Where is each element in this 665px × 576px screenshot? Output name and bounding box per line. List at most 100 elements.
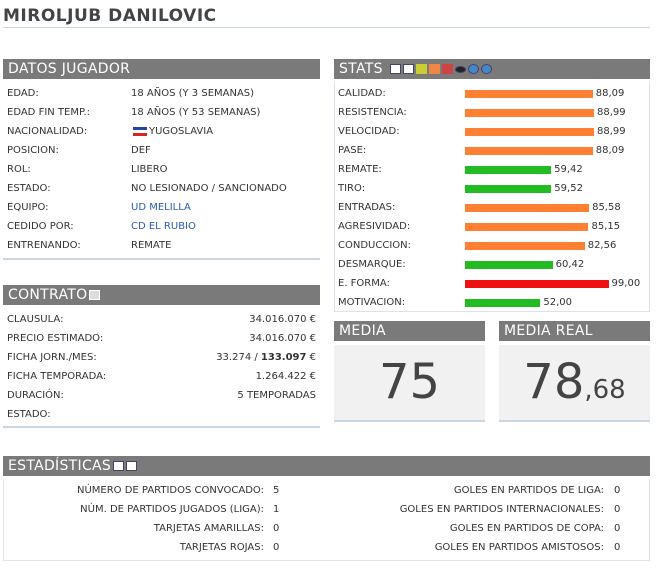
stat-bar [465, 147, 593, 155]
field-label: ESTADO: [7, 183, 51, 194]
panel-body: CALIDAD: 88,09 RESISTENCIA: 88,99 VELOCIDAD:… [334, 82, 650, 312]
field-label: CEDIDO POR: [7, 221, 74, 232]
icon[interactable] [428, 64, 440, 74]
stat-value: 99,00 [611, 278, 641, 289]
stat-value: 88,09 [595, 88, 625, 99]
field-label: NACIONALIDAD: [7, 126, 88, 137]
icon[interactable] [89, 290, 101, 300]
stat-label: TARJETAS AMARILLAS: [153, 523, 264, 534]
stat-bar [465, 166, 552, 174]
media-real-dec: ,68 [584, 375, 626, 405]
stat-value: 59,52 [554, 183, 583, 194]
field-value: NO LESIONADO / SANCIONADO [131, 183, 287, 194]
field-value-wrap: 5 TEMPORADAS [237, 386, 316, 405]
icon[interactable] [441, 64, 453, 74]
panel-header: ESTADÍSTICAS [3, 456, 650, 476]
stat-label: AGRESIVIDAD: [338, 221, 411, 232]
stat-value: 88,99 [597, 107, 626, 118]
field-link[interactable]: CD EL RUBIO [131, 221, 196, 232]
field-value-wrap: 34.016.070 € [249, 310, 316, 329]
page-title: MIROLJUB DANILOVIC [3, 6, 217, 26]
stat-label: NÚM. DE PARTIDOS JUGADOS (LIGA): [80, 504, 264, 515]
panel-header: MEDIA [334, 321, 485, 341]
field-value-wrap: 1.264.422 € [256, 367, 316, 386]
field-value: 34.016.070 € [249, 314, 316, 325]
media-value: 75 [378, 354, 441, 410]
panel-title: ESTADÍSTICAS [8, 458, 112, 474]
stat-value: 60,42 [555, 259, 585, 270]
field-value-wrap: 34.016.070 € [249, 329, 316, 348]
field-value: DEF [131, 145, 151, 156]
field-value: 1.264.422 € [255, 371, 316, 382]
stat-value: 0 [614, 485, 621, 496]
icon[interactable] [454, 65, 466, 73]
stat-value: 1 [273, 504, 280, 515]
icon[interactable] [415, 64, 427, 74]
field-value: LIBERO [131, 164, 168, 175]
icon[interactable] [467, 64, 479, 74]
stat-value: 0 [614, 542, 621, 553]
stat-label: DESMARQUE: [338, 259, 406, 270]
stat-bar [465, 109, 595, 117]
stat-label: MOTIVACION: [338, 297, 406, 308]
stat-bar [465, 128, 595, 136]
field-label: ROL: [7, 164, 31, 175]
media-box: 78,68 [499, 345, 650, 422]
panel-body: CLAUSULA: 34.016.070 € PRECIO ESTIMADO: 34.… [3, 308, 320, 428]
field-value: 33.274 / [216, 352, 261, 363]
stat-label: VELOCIDAD: [338, 126, 400, 137]
field-label: EDAD FIN TEMP.: [7, 107, 90, 118]
stat-value: 82,56 [587, 240, 617, 251]
title-rule [3, 27, 650, 28]
icon[interactable] [402, 64, 414, 74]
icon[interactable] [389, 64, 401, 74]
panel-title: STATS [339, 61, 383, 77]
stat-value: 0 [614, 523, 621, 534]
field-label: ENTRENANDO: [7, 240, 81, 251]
panel-title: CONTRATO [8, 287, 88, 303]
stat-value: 88,99 [597, 126, 626, 137]
panel-body: EDAD: 18 AÑOS (Y 3 SEMANAS) EDAD FIN TEMP.… [3, 82, 320, 260]
stat-value: 0 [273, 523, 280, 534]
stat-label: CONDUCCION: [338, 240, 411, 251]
stat-bar [465, 299, 541, 307]
stat-label: GOLES EN PARTIDOS INTERNACIONALES: [399, 504, 604, 515]
field-value: REMATE [131, 240, 172, 251]
stat-label: NÚMERO DE PARTIDOS CONVOCADO: [76, 485, 264, 496]
field-label: CLAUSULA: [7, 314, 64, 325]
stat-value: 88,09 [595, 145, 625, 156]
icon[interactable] [113, 461, 125, 471]
stat-label: ENTRADAS: [338, 202, 396, 213]
stat-label: REMATE: [338, 164, 382, 175]
panel-title: MEDIA [339, 323, 386, 339]
stat-label: TARJETAS ROJAS: [179, 542, 264, 553]
field-link[interactable]: UD MELILLA [131, 202, 191, 213]
field-label: FICHA JORN./MES: [7, 352, 97, 363]
stat-value: 85,58 [592, 202, 621, 213]
media-real-int: 78 [523, 354, 585, 410]
field-value: 18 AÑOS (Y 3 SEMANAS) [131, 88, 255, 99]
field-value-suffix: € [306, 352, 316, 363]
field-label: FICHA TEMPORADA: [7, 371, 107, 382]
panel-header: CONTRATO [3, 285, 320, 305]
stat-value: 0 [614, 504, 621, 515]
stat-value: 5 [273, 485, 280, 496]
stat-value: 0 [273, 542, 280, 553]
stat-label: TIRO: [338, 183, 366, 194]
stat-bar [465, 261, 553, 269]
field-value: 34.016.070 € [249, 333, 316, 344]
field-value: 18 AÑOS (Y 53 SEMANAS) [131, 107, 261, 118]
stat-bar [465, 90, 593, 98]
icon[interactable] [126, 461, 138, 471]
stat-label: PASE: [338, 145, 367, 156]
panel-title: DATOS JUGADOR [8, 61, 131, 77]
field-label: EDAD: [7, 88, 39, 99]
field-value-wrap: 33.274 / 133.097 € [216, 348, 316, 367]
icon[interactable] [480, 64, 492, 74]
panel-body: NÚMERO DE PARTIDOS CONVOCADO: 5 NÚM. DE PA… [3, 479, 650, 561]
stat-value: 85,15 [591, 221, 621, 232]
panel-title: MEDIA REAL [504, 323, 593, 339]
stat-bar [465, 223, 589, 231]
panel-header: DATOS JUGADOR [3, 59, 320, 79]
